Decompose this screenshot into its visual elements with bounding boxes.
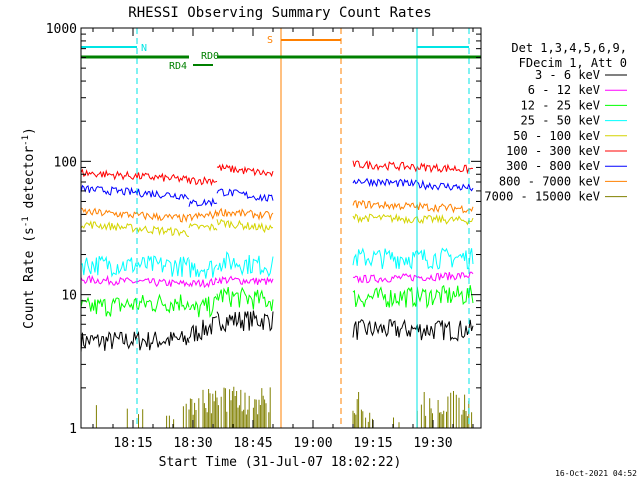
series-segment <box>216 188 274 202</box>
legend-entry: 50 - 100 keV <box>513 129 600 143</box>
legend-entry: 7000 - 15000 keV <box>484 190 600 204</box>
legend-entry: 100 - 300 keV <box>506 144 600 158</box>
y-tick-label: 1000 <box>46 22 77 37</box>
legend-entry: 3 - 6 keV <box>535 68 600 82</box>
series-segment <box>188 222 218 232</box>
series-segment <box>352 160 474 175</box>
annotation-label: RD4 <box>169 61 187 72</box>
series-50-100-keV <box>80 213 474 237</box>
series-segment <box>80 207 190 223</box>
series-segment <box>352 177 474 192</box>
y-tick-label: 1 <box>69 422 77 437</box>
x-tick-label: 18:15 <box>113 436 152 451</box>
legend: Det 1,3,4,5,6,9,FDecim 1, Att 03 - 6 keV… <box>484 41 627 204</box>
series-segment <box>216 310 274 333</box>
annotation-label: S <box>267 35 273 46</box>
series-segment <box>352 318 474 342</box>
series-segment <box>95 403 187 428</box>
x-tick-label: 19:00 <box>293 436 332 451</box>
series-segment <box>188 277 218 289</box>
series-segment <box>352 247 474 270</box>
series-segment <box>216 286 274 311</box>
annotation-label: RD0 <box>201 51 219 62</box>
series-segment <box>352 199 474 214</box>
series-segment <box>188 209 218 222</box>
timestamp: 16-Oct-2021 04:52 <box>555 469 637 478</box>
chart-title: RHESSI Observing Summary Count Rates <box>128 5 431 21</box>
legend-header: Det 1,3,4,5,6,9, <box>511 41 627 55</box>
series-segment <box>188 197 218 208</box>
series-segment <box>80 293 190 317</box>
y-tick-label: 100 <box>54 155 77 170</box>
series-segment <box>216 218 274 234</box>
y-label-part: Count Rate (s <box>22 227 37 329</box>
plot-frame <box>80 27 482 429</box>
x-tick-label: 19:30 <box>413 436 452 451</box>
series-25-50-keV <box>80 247 474 279</box>
series-segment <box>80 330 190 353</box>
series-100-300-keV <box>80 160 474 187</box>
series-segment <box>80 184 190 200</box>
series-300-800-keV <box>80 177 474 208</box>
series-segment <box>188 389 218 428</box>
series-segment <box>80 274 190 288</box>
series-segment <box>80 255 190 278</box>
series-segment <box>216 386 271 428</box>
series-12-25-keV <box>80 284 474 318</box>
series-segment <box>216 251 274 278</box>
y-label-part: -1 <box>21 216 31 227</box>
series-segment <box>216 207 274 221</box>
series-segment <box>80 168 190 184</box>
y-label-part: -1 <box>21 135 31 146</box>
y-tick-label: 10 <box>61 289 77 304</box>
y-axis-label: Count Rate (s-1 detector-1) <box>21 127 37 329</box>
series-segment <box>352 391 473 428</box>
series-segment <box>352 271 474 284</box>
series-segment <box>352 213 474 226</box>
x-axis-label: Start Time (31-Jul-07 18:02:22) <box>159 455 402 470</box>
legend-entry: 6 - 12 keV <box>528 83 600 97</box>
mode-annotations: N RD0 RD4 S <box>81 35 481 72</box>
series-segment <box>216 275 274 286</box>
series-segment <box>216 163 274 178</box>
legend-header: FDecim 1, Att 0 <box>519 56 627 70</box>
y-label-part: ) <box>22 127 37 135</box>
series-segment <box>188 175 218 187</box>
y-label-part: detector <box>22 146 37 217</box>
series-segment <box>188 259 218 279</box>
series-800-7000-keV <box>80 199 474 223</box>
series-6-12-keV <box>80 271 474 289</box>
series-3-6-keV <box>80 310 474 353</box>
legend-entry: 800 - 7000 keV <box>499 174 600 188</box>
series-segment <box>188 295 218 318</box>
plot-data <box>80 160 474 428</box>
axes: 18:15 18:30 18:45 19:00 19:15 19:30 1 10 100 1000 <box>46 22 481 451</box>
legend-entry: 300 - 800 keV <box>506 159 600 173</box>
series-segment <box>80 220 189 237</box>
x-tick-label: 19:15 <box>353 436 392 451</box>
x-tick-label: 18:30 <box>173 436 212 451</box>
x-tick-label: 18:45 <box>233 436 272 451</box>
series-segment <box>352 284 474 309</box>
series-segment <box>188 316 218 342</box>
series-7000-15000-keV <box>95 386 473 428</box>
legend-entry: 25 - 50 keV <box>521 114 600 128</box>
annotation-label: N <box>141 43 147 54</box>
legend-entry: 12 - 25 keV <box>521 98 600 112</box>
